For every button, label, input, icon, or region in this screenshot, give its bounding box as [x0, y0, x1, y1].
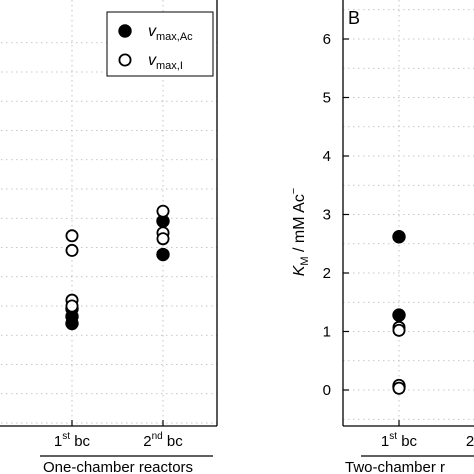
b-panel-label: B [348, 8, 360, 28]
a-point-open [156, 204, 170, 218]
b-group-label: Two-chamber r [345, 459, 445, 474]
b-y-tick-label: 4 [323, 148, 331, 165]
a-series-filled [65, 214, 170, 331]
a-point-filled [156, 247, 170, 262]
b-x-tick-label: 1st bc [381, 431, 418, 450]
b-x-tick-label: 2 bc [466, 433, 474, 450]
b-point-open [392, 381, 406, 395]
a-point-open [65, 229, 79, 243]
a-point-open [65, 299, 79, 313]
b-point-filled [392, 308, 406, 322]
b-y-tick-label: 2 [323, 265, 331, 282]
legend-marker-filled [118, 24, 132, 38]
b-y-tick-label: 3 [323, 207, 331, 224]
a-point-open [65, 243, 79, 257]
b-point-filled [392, 230, 406, 244]
b-grid [343, 0, 474, 426]
a-x-tick-label: 2nd bc [143, 431, 183, 450]
legend-label: vmax,Ac [148, 23, 193, 43]
legend: vmax,Ac vmax,I [106, 11, 214, 77]
a-x-tick-label: 1st bc [54, 431, 91, 450]
b-y-axis-label: KM / mM Ac− [288, 188, 311, 277]
a-point-filled [65, 316, 79, 331]
legend-label: vmax,I [148, 52, 183, 72]
b-y-tick-label: 5 [323, 90, 331, 107]
a-series-open [65, 204, 170, 313]
b-y-tick-label: 1 [323, 324, 331, 341]
b-y-tick-label: 0 [323, 382, 331, 399]
b-point-open [392, 323, 406, 337]
a-point-open [156, 232, 170, 246]
b-series-filled [392, 230, 406, 394]
a-group-label: One-chamber reactors [43, 459, 193, 474]
legend-marker-open [118, 53, 132, 67]
b-y-tick-label: 6 [323, 31, 331, 48]
b-series-open [392, 320, 406, 395]
panel-b-two-chamber: 1st bc 2 bc 0 1 2 3 4 5 6 KM / mM Ac− B Two-chamber… [288, 0, 474, 474]
